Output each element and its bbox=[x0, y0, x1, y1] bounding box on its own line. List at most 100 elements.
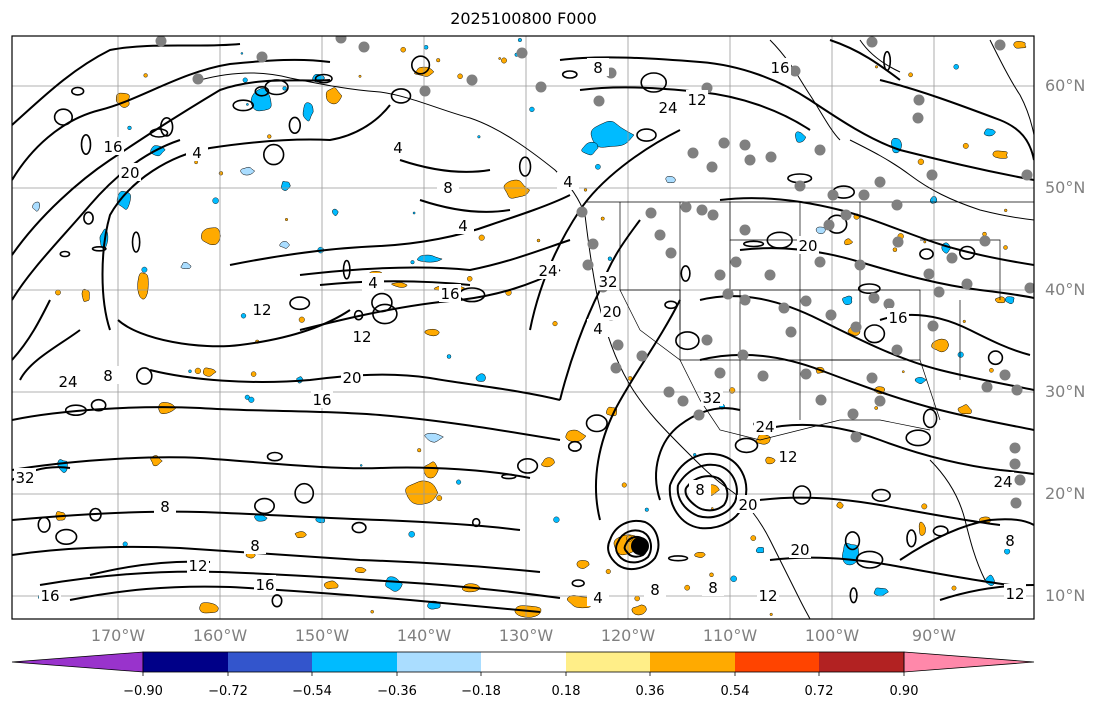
contour-closed-loop bbox=[849, 587, 858, 604]
contour-label-background bbox=[154, 497, 176, 515]
contour-closed-loop bbox=[64, 404, 87, 417]
contour-closed-loop bbox=[149, 128, 169, 138]
contour-label-background bbox=[311, 390, 333, 408]
contour-label: 16 bbox=[888, 309, 907, 327]
positive-vv-area bbox=[694, 552, 706, 558]
contour-closed-loop bbox=[390, 88, 412, 104]
contour-line bbox=[12, 406, 561, 441]
vv-speckle bbox=[188, 369, 192, 373]
station-dot bbox=[516, 47, 528, 59]
vv-speckle bbox=[583, 188, 588, 192]
contour-line bbox=[759, 496, 1001, 526]
negative-vv-area bbox=[914, 377, 927, 385]
colorbar-tick-label: −0.18 bbox=[461, 684, 501, 699]
station-dot bbox=[701, 334, 713, 346]
contour-closed-loop bbox=[636, 128, 657, 142]
vv-speckle bbox=[55, 289, 61, 296]
vv-speckle bbox=[436, 495, 443, 501]
vv-speckle bbox=[267, 134, 272, 139]
positive-vv-area bbox=[631, 604, 647, 616]
vv-speckle bbox=[769, 612, 773, 616]
contour-closed-loop bbox=[254, 497, 276, 515]
station-dot bbox=[587, 238, 599, 250]
contour-label-background bbox=[992, 472, 1014, 490]
contour-label: 4 bbox=[593, 320, 603, 338]
contour-label: 8 bbox=[250, 537, 260, 555]
vv-speckle bbox=[552, 321, 558, 327]
station-dot bbox=[823, 219, 835, 231]
vv-speckle bbox=[122, 541, 128, 547]
vv-speckle bbox=[467, 276, 473, 282]
contour-line bbox=[676, 463, 738, 519]
station-dot bbox=[814, 256, 826, 268]
weak-negative-vv-area bbox=[665, 176, 676, 184]
state-borders bbox=[585, 201, 1034, 441]
state-border bbox=[639, 329, 701, 401]
contour-closed-loop bbox=[37, 516, 51, 533]
station-dot bbox=[739, 139, 751, 151]
colorbar-segment bbox=[481, 652, 566, 672]
station-dot bbox=[912, 112, 924, 124]
station-dot bbox=[913, 94, 925, 106]
contour-closed-loop bbox=[516, 457, 539, 474]
positive-vv-area bbox=[931, 338, 949, 353]
contour-label: 4 bbox=[393, 139, 403, 157]
weak-negative-vv-area bbox=[424, 432, 444, 443]
contour-closed-loop bbox=[734, 437, 759, 454]
positive-vv-area bbox=[957, 404, 972, 415]
contour-label: 12 bbox=[778, 448, 797, 466]
contour-closed-loop bbox=[288, 116, 301, 135]
vv-speckle bbox=[242, 77, 248, 83]
vv-speckle bbox=[536, 238, 541, 243]
contour-label: 8 bbox=[695, 481, 705, 499]
contour-closed-loop bbox=[232, 99, 254, 112]
contour-closed-loop bbox=[372, 303, 398, 325]
contour-label: 8 bbox=[650, 581, 660, 599]
station-dot bbox=[815, 394, 827, 406]
weak-negative-vv-area bbox=[32, 201, 41, 212]
contour-line bbox=[769, 556, 1011, 586]
vv-speckle bbox=[127, 125, 132, 130]
contour-closed-loop bbox=[80, 134, 92, 156]
station-dot bbox=[737, 349, 749, 361]
station-dot bbox=[155, 36, 167, 47]
station-dot bbox=[663, 386, 675, 398]
contour-label-background bbox=[341, 368, 363, 386]
contour-closed-loop bbox=[844, 531, 861, 551]
station-dot bbox=[714, 367, 726, 379]
contour-closed-loop bbox=[411, 55, 431, 75]
contour-label-background bbox=[686, 90, 708, 108]
contour-line bbox=[529, 129, 681, 331]
vv-speckle bbox=[282, 86, 287, 91]
state-border bbox=[729, 202, 801, 241]
station-dot bbox=[778, 302, 790, 314]
station-dot bbox=[866, 372, 878, 384]
contour-closed-loop bbox=[958, 245, 976, 260]
vv-speckle bbox=[709, 572, 714, 577]
contour-label: 8 bbox=[160, 498, 170, 516]
contour-closed-loop bbox=[640, 72, 668, 93]
contour-label-background bbox=[601, 302, 623, 320]
contour-label-background bbox=[887, 308, 909, 326]
positive-vv-area bbox=[294, 531, 307, 539]
weak-negative-vv-area bbox=[815, 226, 826, 235]
vv-speckle bbox=[246, 103, 249, 106]
positive-vv-area bbox=[541, 457, 555, 468]
station-dot bbox=[582, 259, 594, 271]
colorbar-extend-min bbox=[11, 651, 144, 673]
vv-speckle bbox=[874, 406, 879, 410]
negative-vv-area bbox=[873, 587, 889, 597]
contour-label: 24 bbox=[993, 473, 1012, 491]
contour-label: 8 bbox=[708, 579, 718, 597]
contour-label: 20 bbox=[798, 237, 817, 255]
positive-vv-area bbox=[201, 227, 221, 246]
contour-closed-loop bbox=[89, 507, 102, 522]
positive-vv-area bbox=[405, 480, 439, 505]
vv-speckle bbox=[962, 142, 969, 149]
colorbar-segment bbox=[143, 652, 228, 672]
contour-closed-loop bbox=[567, 440, 582, 452]
station-dot bbox=[744, 154, 756, 166]
longitude-label: 150°W bbox=[294, 626, 350, 645]
vv-speckle bbox=[989, 367, 994, 373]
vv-speckle bbox=[218, 171, 223, 176]
